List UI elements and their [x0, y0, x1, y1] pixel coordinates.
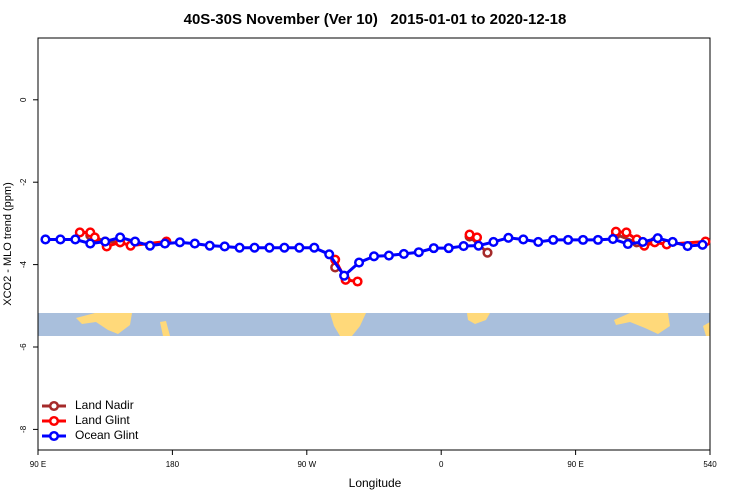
point — [294, 242, 305, 253]
point — [533, 236, 544, 247]
point — [413, 247, 424, 258]
point — [622, 238, 633, 250]
y-tick-label: -6 — [19, 343, 28, 351]
point — [607, 234, 618, 245]
point — [682, 241, 693, 252]
point — [548, 234, 559, 245]
y-tick-label: 0 — [19, 97, 28, 102]
point — [482, 247, 493, 258]
point — [309, 242, 320, 253]
point — [85, 238, 96, 249]
y-tick-label: -4 — [19, 260, 28, 268]
point — [159, 238, 170, 249]
point — [503, 232, 514, 243]
point — [279, 242, 290, 253]
point — [398, 248, 409, 259]
legend-label: Land Glint — [75, 413, 130, 427]
point — [652, 233, 663, 244]
point — [144, 240, 156, 251]
x-tick-label: 90 E — [30, 460, 46, 469]
point — [443, 243, 454, 254]
point — [100, 236, 111, 247]
x-tick-label: 90 E — [567, 460, 583, 469]
chart-title: 40S-30S November (Ver 10) 2015-01-01 to … — [184, 11, 567, 28]
map-strip — [38, 313, 710, 336]
legend-swatch — [48, 430, 60, 442]
point — [621, 227, 632, 238]
point — [458, 241, 469, 252]
x-tick-label: 180 — [166, 460, 180, 469]
point — [352, 276, 363, 287]
point — [578, 234, 589, 245]
point — [354, 257, 365, 268]
legend-label: Land Nadir — [75, 398, 134, 412]
point — [55, 234, 66, 245]
point — [324, 249, 335, 260]
point — [368, 251, 380, 262]
point — [488, 236, 499, 247]
point — [130, 236, 141, 247]
x-tick-label: 0 — [439, 460, 444, 469]
point — [174, 237, 185, 248]
point — [563, 234, 574, 245]
point — [264, 242, 275, 253]
x-tick-label: 90 W — [297, 460, 316, 469]
y-axis-label: XCO2 - MLO trend (ppm) — [2, 182, 14, 305]
point — [592, 234, 604, 245]
point — [189, 238, 200, 249]
point — [70, 234, 81, 245]
point — [74, 227, 85, 238]
point — [115, 232, 126, 243]
point — [473, 240, 484, 251]
point — [697, 239, 708, 250]
point — [40, 234, 51, 245]
point — [667, 236, 678, 247]
point — [471, 232, 483, 243]
y-tick-label: -8 — [19, 425, 28, 433]
legend-label: Ocean Glint — [75, 428, 139, 442]
x-tick-label: 540 — [703, 460, 717, 469]
point — [383, 250, 394, 261]
point — [204, 240, 215, 251]
legend-swatch — [48, 415, 60, 427]
point — [518, 234, 529, 245]
plot-frame — [37, 37, 711, 451]
legend-swatch — [48, 400, 60, 412]
point — [339, 270, 350, 281]
point — [637, 236, 648, 247]
point — [234, 242, 245, 253]
y-tick-label: -2 — [19, 178, 28, 186]
point — [249, 242, 260, 253]
x-axis-label: Longitude — [349, 476, 402, 490]
point — [428, 243, 439, 254]
point — [219, 241, 230, 252]
